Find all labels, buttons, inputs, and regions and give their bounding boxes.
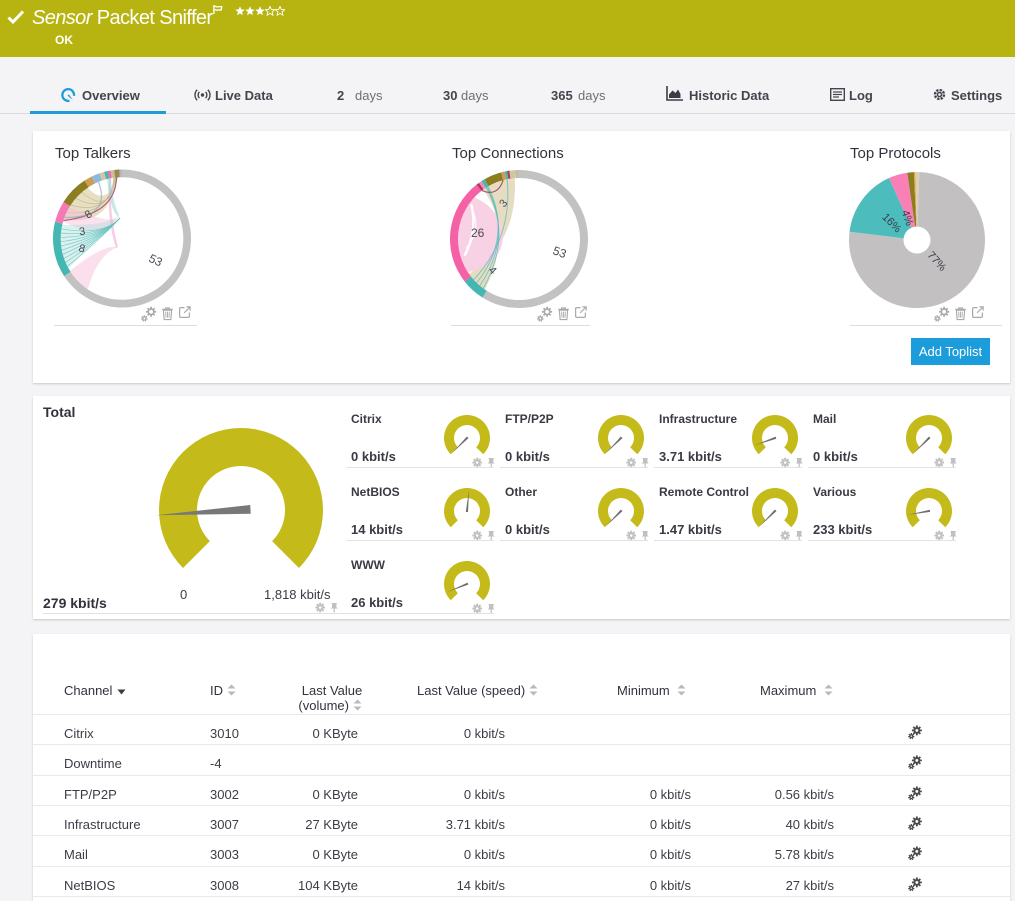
svg-text:8: 8 <box>77 242 86 255</box>
svg-text:8: 8 <box>83 208 95 221</box>
svg-text:26: 26 <box>471 226 485 240</box>
svg-text:3: 3 <box>78 226 86 239</box>
svg-text:53: 53 <box>147 251 165 269</box>
svg-text:4%: 4% <box>899 209 915 228</box>
svg-text:53: 53 <box>551 243 569 261</box>
